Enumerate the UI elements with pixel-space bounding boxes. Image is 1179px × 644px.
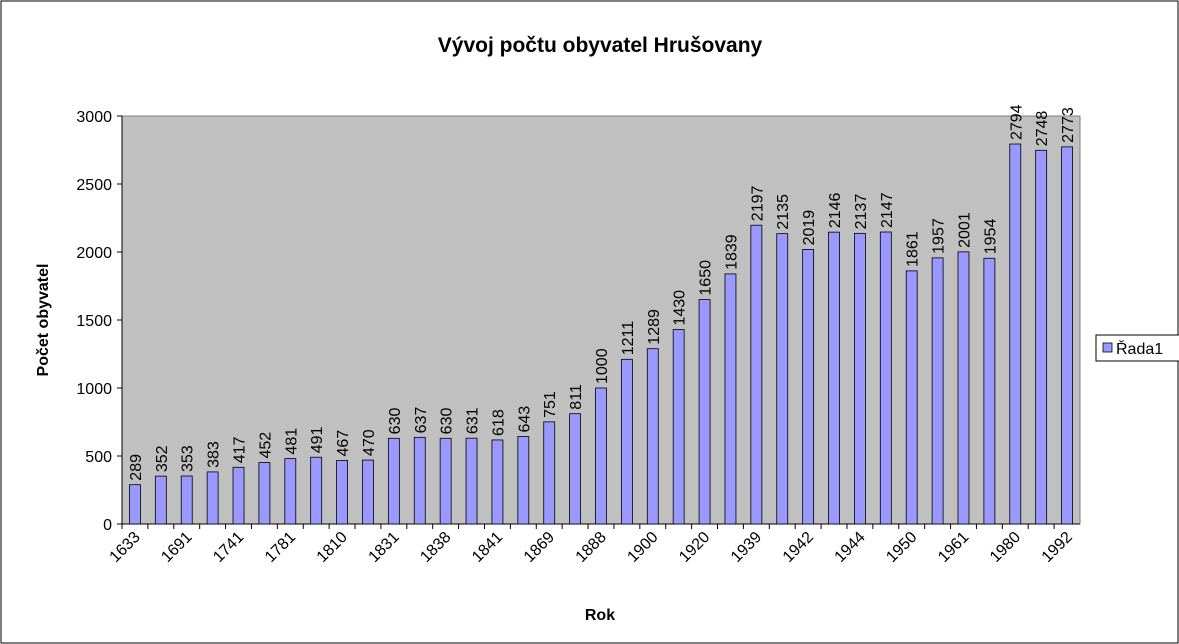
data-label: 630 (439, 408, 456, 435)
data-label: 2773 (1060, 107, 1077, 143)
data-label: 470 (361, 429, 378, 456)
bar (672, 329, 685, 525)
data-label: 1839 (723, 234, 740, 270)
legend-label: Řada1 (1116, 339, 1163, 358)
data-label: 1650 (698, 260, 715, 296)
bar (776, 233, 789, 525)
bar (362, 459, 374, 525)
bar (905, 270, 918, 525)
bar (1009, 143, 1022, 525)
bar (569, 413, 582, 525)
data-label: 2137 (853, 194, 870, 230)
data-label: 491 (309, 426, 326, 453)
bar (232, 466, 245, 525)
bar (854, 232, 866, 525)
bar (931, 257, 944, 525)
data-label: 1954 (982, 219, 999, 255)
bar (646, 348, 659, 525)
data-label: 452 (257, 432, 274, 459)
bar (983, 257, 996, 525)
bar (543, 421, 556, 525)
bar (802, 249, 815, 525)
bar (154, 475, 167, 525)
data-label: 811 (568, 384, 585, 410)
bar (310, 456, 323, 525)
y-tick-label: 0 (103, 517, 112, 534)
bar (828, 231, 840, 525)
data-label: 630 (387, 408, 404, 435)
bar (206, 471, 219, 525)
data-label: 2748 (1034, 111, 1051, 147)
bar (465, 437, 478, 525)
bar (724, 273, 737, 525)
data-label: 1957 (931, 218, 948, 254)
data-label: 289 (128, 454, 145, 481)
data-label: 353 (180, 445, 197, 472)
data-label: 2146 (827, 192, 844, 228)
data-label: 1430 (672, 290, 689, 326)
bar (879, 231, 892, 525)
data-label: 1289 (646, 309, 663, 345)
legend-swatch (1102, 342, 1113, 353)
y-tick-label: 3000 (76, 109, 112, 126)
data-label: 2135 (775, 194, 792, 230)
data-label: 1000 (594, 348, 611, 384)
data-label: 1211 (620, 321, 637, 356)
bar (413, 436, 426, 525)
bar (336, 460, 348, 525)
data-label: 618 (490, 409, 507, 436)
data-label: 383 (206, 441, 223, 468)
y-tick-label: 2000 (76, 245, 112, 262)
bar (517, 436, 530, 525)
x-axis-label: Rok (585, 607, 615, 624)
bar (491, 439, 504, 525)
bar (698, 299, 711, 525)
data-label: 2001 (956, 212, 973, 248)
data-label: 1861 (905, 231, 922, 267)
y-axis-label: Počet obyvatel (35, 264, 52, 377)
data-label: 631 (465, 407, 482, 434)
bar (957, 251, 970, 525)
data-label: 751 (542, 391, 559, 418)
bar (439, 437, 452, 525)
bar (387, 437, 400, 525)
data-label: 2197 (749, 186, 766, 222)
bar (1035, 149, 1048, 525)
bar (129, 484, 141, 525)
data-label: 2794 (1008, 104, 1025, 140)
data-label: 417 (232, 436, 249, 463)
data-label: 637 (413, 407, 430, 434)
bar (284, 458, 297, 525)
bar (620, 358, 633, 525)
y-tick-label: 1000 (76, 381, 112, 398)
data-label: 2147 (879, 192, 896, 228)
data-label: 643 (516, 406, 533, 433)
data-label: 481 (283, 428, 300, 455)
bar (595, 387, 607, 525)
y-tick-label: 500 (85, 449, 112, 466)
bar (180, 475, 193, 525)
bar (258, 462, 271, 525)
bar (1061, 146, 1073, 525)
data-label: 2019 (801, 210, 818, 246)
chart-title: Vývoj počtu obyvatel Hrušovany (438, 34, 763, 57)
y-tick-label: 2500 (76, 177, 112, 194)
bar (750, 224, 763, 525)
data-label: 467 (335, 430, 352, 457)
data-label: 352 (154, 445, 171, 472)
y-tick-label: 1500 (76, 313, 112, 330)
